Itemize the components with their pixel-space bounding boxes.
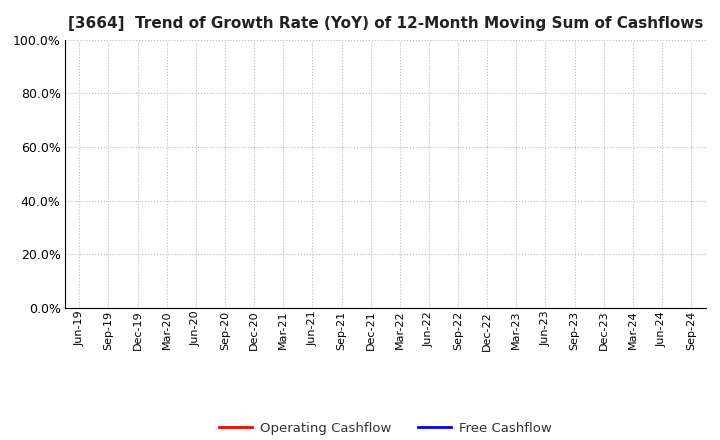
Title: [3664]  Trend of Growth Rate (YoY) of 12-Month Moving Sum of Cashflows: [3664] Trend of Growth Rate (YoY) of 12-… bbox=[68, 16, 703, 32]
Legend: Operating Cashflow, Free Cashflow: Operating Cashflow, Free Cashflow bbox=[214, 417, 557, 440]
